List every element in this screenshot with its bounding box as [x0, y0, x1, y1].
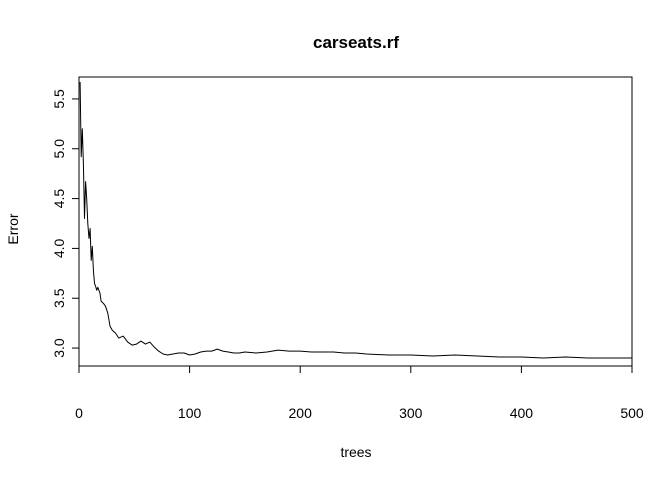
x-tick-label: 300	[399, 405, 423, 421]
x-axis-label: trees	[340, 444, 371, 460]
x-tick-label: 400	[510, 405, 534, 421]
y-axis-label: Error	[5, 213, 21, 244]
plot-frame	[78, 76, 633, 367]
x-tick-label: 500	[620, 405, 644, 421]
series-layer	[79, 81, 632, 359]
y-tick-label: 5.0	[51, 139, 67, 159]
y-tick-label: 4.0	[51, 238, 67, 258]
x-tick-label: 0	[75, 405, 83, 421]
chart-title: carseats.rf	[313, 33, 399, 52]
y-tick-label: 4.5	[51, 189, 67, 209]
y-tick-label: 3.0	[51, 338, 67, 358]
y-tick-label: 5.5	[51, 89, 67, 109]
x-axis: 0 100 200 300 400 500	[75, 365, 644, 421]
x-tick-label: 200	[289, 405, 313, 421]
error-series-line	[79, 81, 632, 359]
y-axis: 3.0 3.5 4.0 4.5 5.0 5.5	[51, 89, 80, 358]
x-tick-label: 100	[178, 405, 202, 421]
y-tick-label: 3.5	[51, 288, 67, 308]
